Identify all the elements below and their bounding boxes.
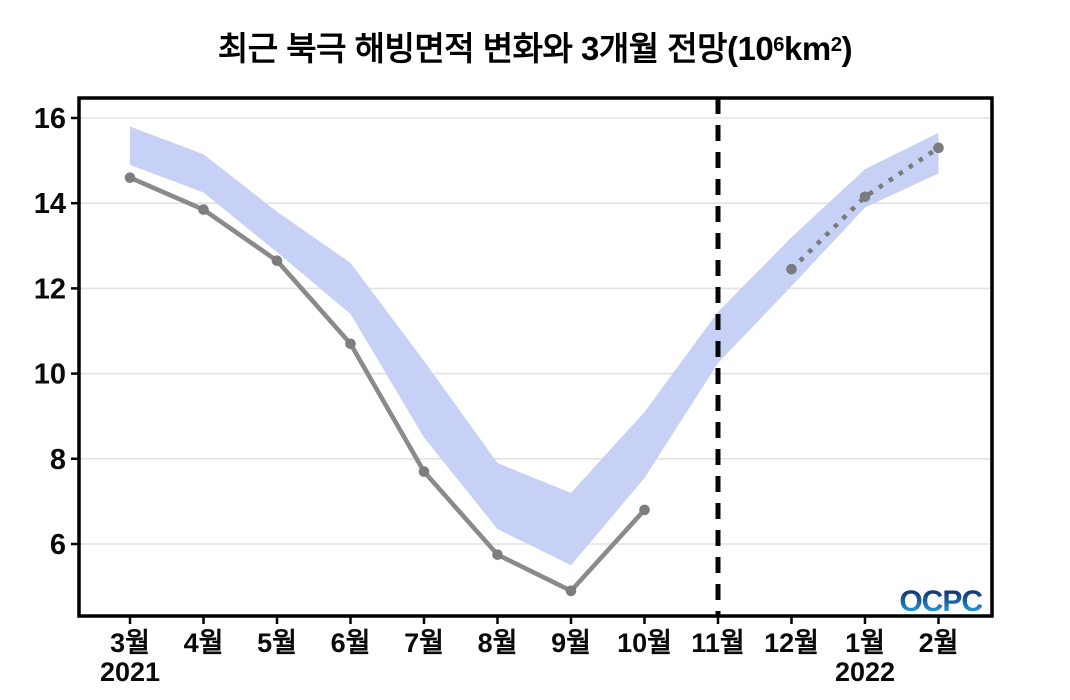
xtick-label-5: 7월 — [404, 628, 444, 658]
year-label-2022: 2022 — [835, 657, 895, 687]
observed-marker — [565, 585, 577, 597]
chart-title: 최근 북극 해빙면적 변화와 3개월 전망(106km2) — [0, 22, 1070, 70]
ytick-label-16: 16 — [34, 103, 66, 135]
forecast-marker — [859, 191, 871, 203]
xtick-label-6: 8월 — [478, 628, 518, 658]
xtick-label-3: 5월 — [257, 628, 297, 658]
observed-marker — [345, 338, 356, 350]
observed-marker — [492, 549, 503, 560]
observed-marker — [198, 204, 209, 215]
observed-marker — [124, 172, 136, 183]
xtick-label-12: 2월 — [919, 628, 959, 658]
xtick-label-7: 9월 — [551, 628, 591, 658]
year-label-2021: 2021 — [100, 657, 160, 687]
ytick-label-10: 10 — [34, 359, 66, 391]
xtick-label-2: 4월 — [184, 628, 224, 658]
ocpc-logo: OCPC — [899, 585, 982, 618]
ytick-label-14: 14 — [34, 188, 66, 220]
xtick-label-9: 11월 — [691, 628, 744, 658]
observed-line — [127, 175, 647, 594]
xtick-label-8: 10월 — [617, 628, 672, 658]
observed-marker — [271, 255, 283, 267]
ytick-label-12: 12 — [34, 273, 66, 305]
forecast-uncertainty-band — [130, 126, 939, 566]
chart-title-text: 최근 북극 해빙면적 변화와 3개월 전망(10 — [217, 30, 774, 67]
xtick-label-1: 3월 — [110, 628, 150, 658]
title-close-paren: ) — [841, 30, 853, 67]
plot-frame — [77, 96, 994, 618]
forecast-marker — [933, 142, 944, 154]
xtick-label-4: 6월 — [331, 628, 371, 658]
title-superscript-6: 6 — [773, 32, 785, 56]
ytick-label-8: 8 — [50, 444, 66, 476]
title-superscript-2: 2 — [830, 32, 842, 56]
xtick-label-11: 1월 — [845, 628, 885, 658]
forecast-marker — [786, 263, 797, 275]
observed-marker — [639, 504, 650, 516]
title-unit: km — [784, 30, 831, 67]
ytick-label-6: 6 — [50, 529, 66, 561]
xtick-label-10: 12월 — [764, 628, 819, 658]
observed-marker — [418, 466, 430, 477]
